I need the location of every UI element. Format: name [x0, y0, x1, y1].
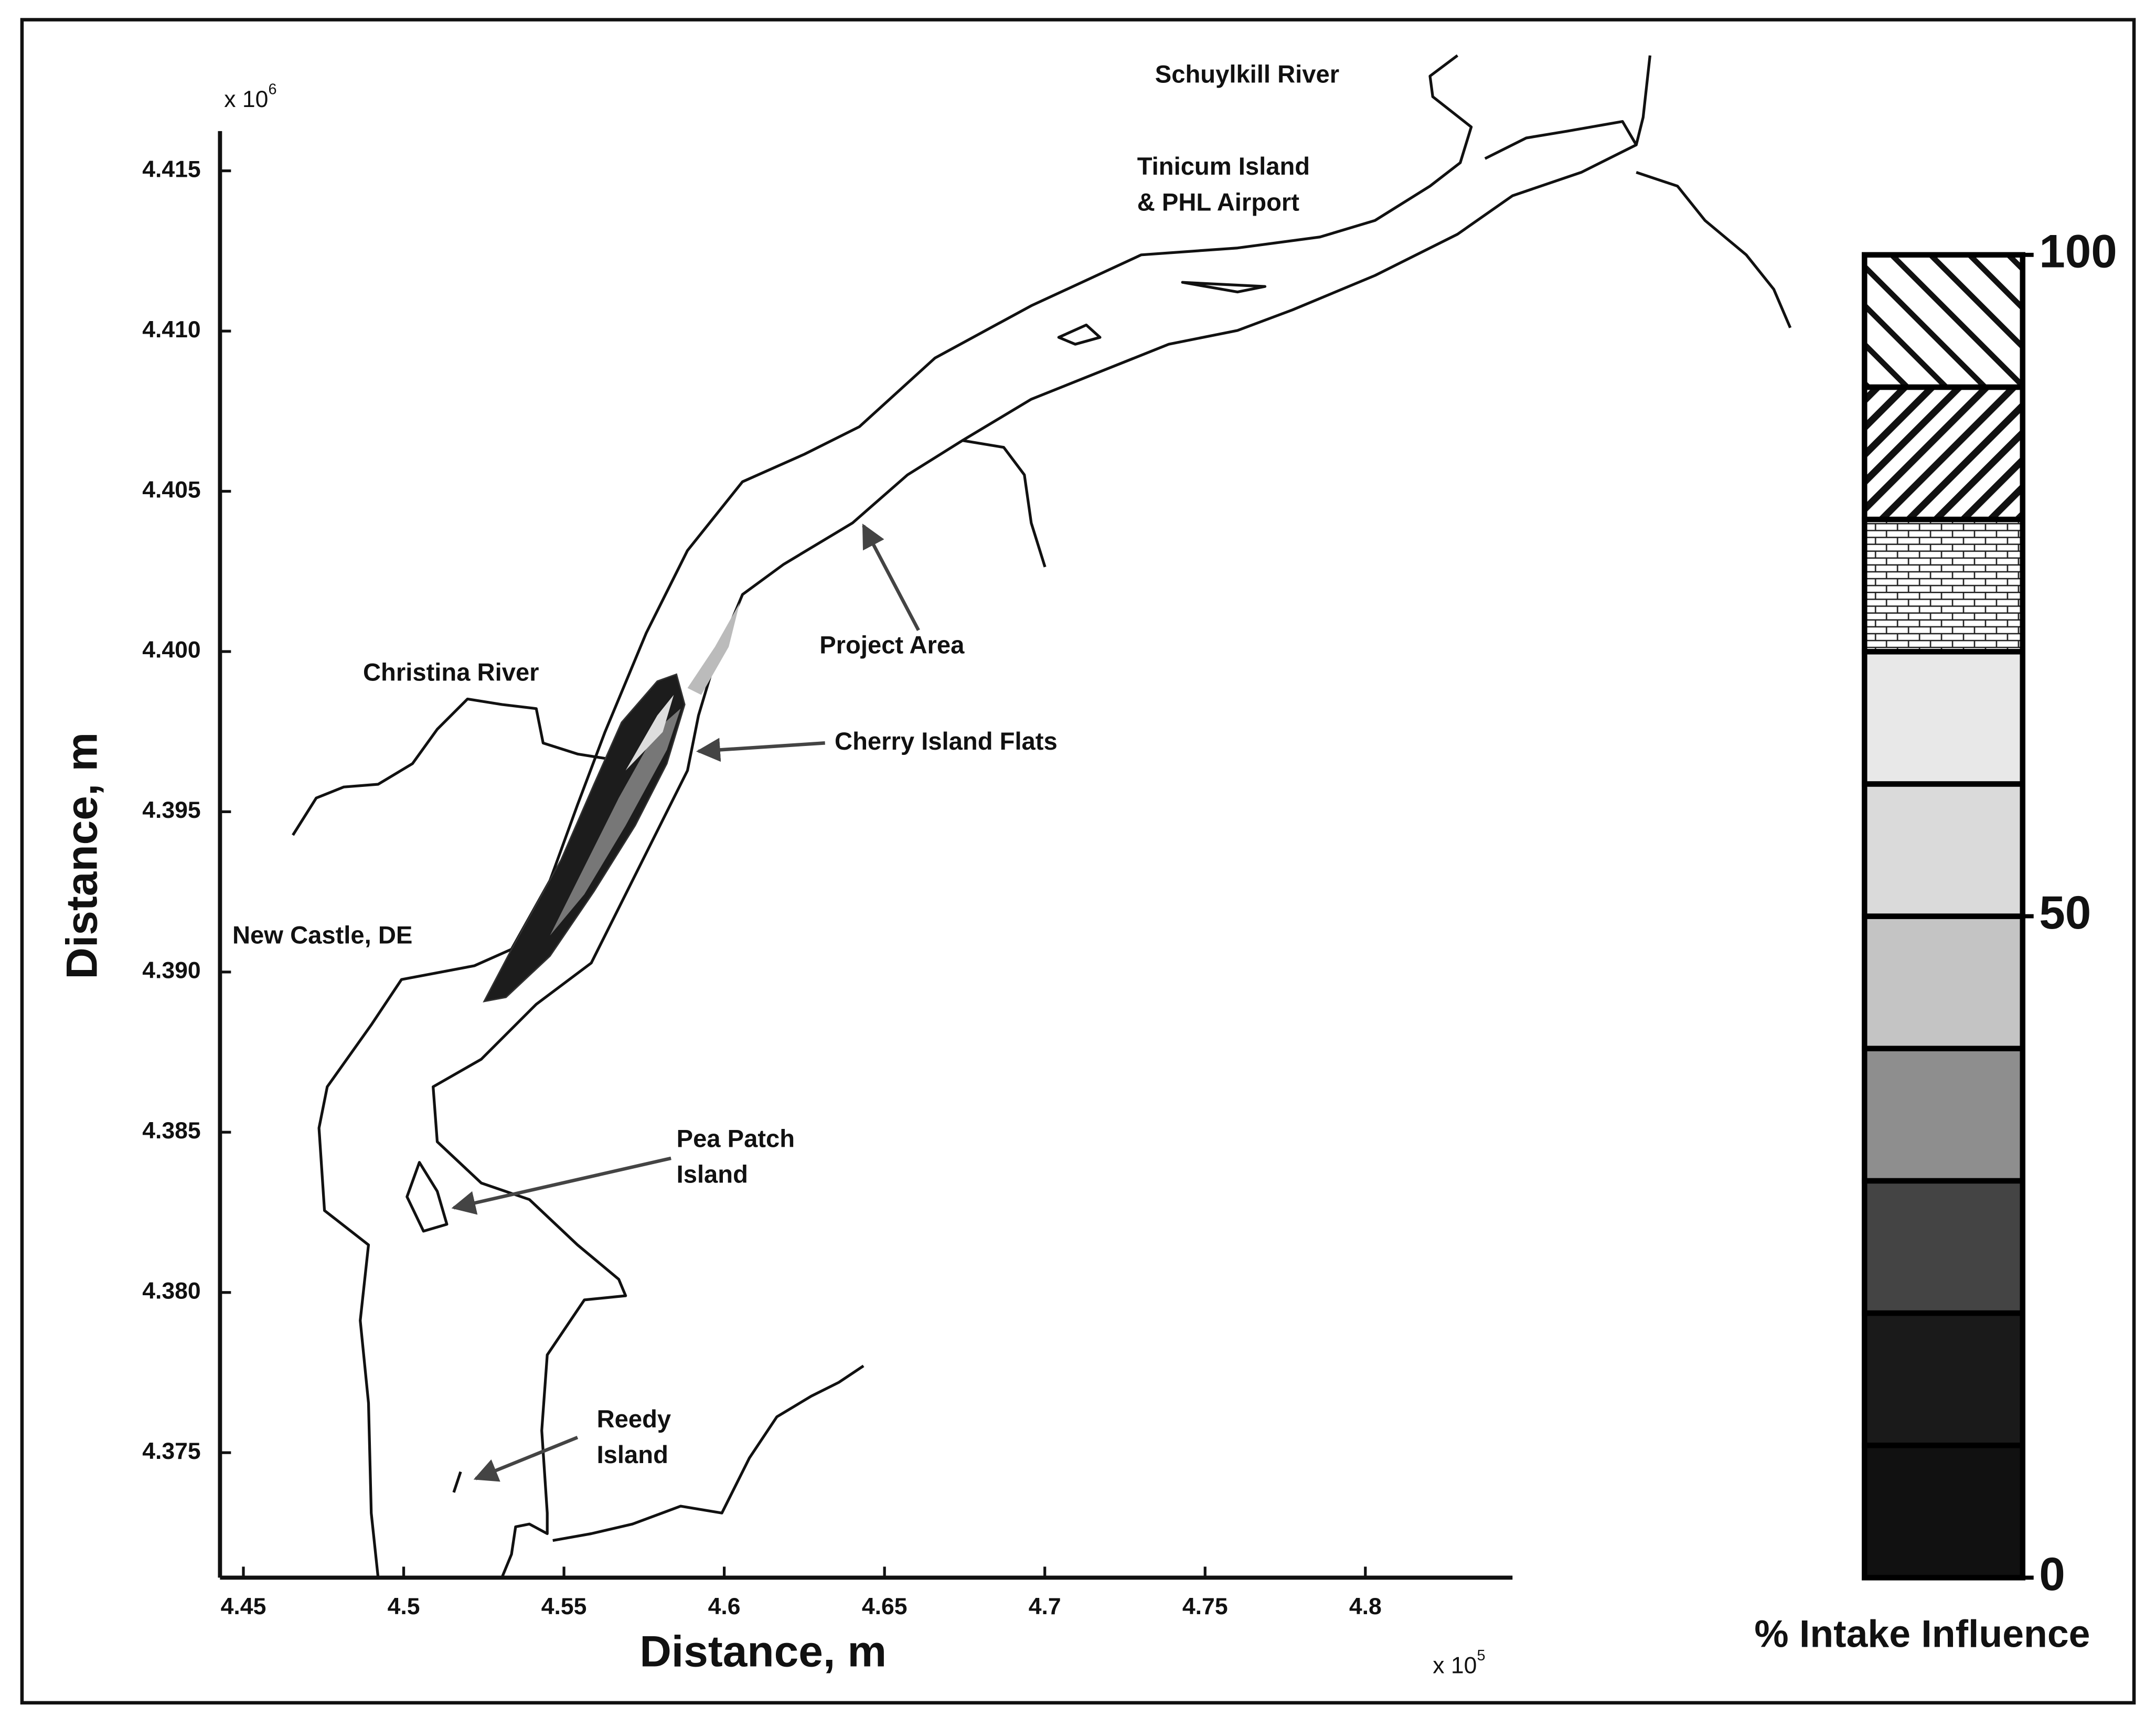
x-tick-label: 4.75	[1182, 1594, 1228, 1619]
y-tick-label: 4.390	[142, 958, 200, 984]
x-multiplier: x 105	[1433, 1647, 1485, 1678]
y-tick-label: 4.375	[142, 1438, 200, 1464]
colorbar-band	[1862, 252, 2025, 390]
annotation: Project Area	[819, 631, 965, 658]
x-tick-label: 4.5	[388, 1594, 420, 1619]
frame	[20, 18, 2136, 1705]
annotation: Island	[597, 1441, 668, 1468]
colorbar-band	[1862, 1178, 2025, 1316]
annotation: Schuylkill River	[1155, 60, 1339, 88]
annotation: New Castle, DE	[232, 921, 412, 948]
colorbar-band	[1862, 649, 2025, 787]
y-multiplier-base: x 10	[224, 87, 268, 112]
colorbar-band	[1862, 1046, 2025, 1184]
annotation: Cherry Island Flats	[835, 727, 1058, 755]
arrow	[862, 524, 920, 631]
annotation: Christina River	[363, 658, 539, 686]
annotation: Island	[677, 1160, 748, 1188]
colorbar-band	[1862, 516, 2025, 655]
colorbar-band	[1862, 781, 2025, 919]
colorbar-tick-label: 0	[2039, 1548, 2065, 1600]
arrow	[473, 1435, 579, 1482]
x-multiplier-exp: 5	[1477, 1647, 1485, 1663]
colorbar-band	[1862, 913, 2025, 1051]
y-tick-label: 4.400	[142, 637, 200, 663]
y-tick-label: 4.405	[142, 477, 200, 503]
y-tick-label: 4.410	[142, 317, 200, 343]
colorbar-band	[1862, 384, 2025, 522]
y-axis-title: Distance, m	[57, 732, 106, 979]
y-tick-label: 4.415	[142, 156, 200, 182]
x-tick-label: 4.6	[708, 1594, 741, 1619]
x-multiplier-base: x 10	[1433, 1653, 1477, 1679]
annotation: Pea Patch	[677, 1124, 795, 1152]
annotation: & PHL Airport	[1137, 188, 1300, 216]
colorbar-tick-label: 100	[2039, 225, 2117, 277]
y-multiplier-exp: 6	[268, 81, 276, 98]
annotation: Tinicum Island	[1137, 152, 1310, 180]
y-tick-label: 4.380	[142, 1278, 200, 1304]
x-tick-label: 4.65	[862, 1594, 908, 1619]
river-map	[292, 54, 1792, 1579]
colorbar-tick-label: 50	[2039, 886, 2091, 939]
x-tick-label: 4.55	[541, 1594, 587, 1619]
x-axis-title: Distance, m	[639, 1626, 887, 1676]
annotation-arrows	[451, 524, 920, 1482]
arrow	[451, 1156, 671, 1215]
colorbar-band	[1862, 1442, 2025, 1581]
y-tick-label: 4.395	[142, 797, 200, 823]
colorbar-band	[1862, 1310, 2025, 1448]
y-multiplier: x 106	[224, 81, 276, 112]
x-tick-label: 4.8	[1349, 1594, 1382, 1619]
arrow	[696, 738, 825, 762]
x-tick-label: 4.45	[221, 1594, 266, 1619]
x-tick-label: 4.7	[1029, 1594, 1061, 1619]
colorbar-title: % Intake Influence	[1754, 1612, 2090, 1655]
annotation: Reedy	[597, 1405, 671, 1433]
y-tick-label: 4.385	[142, 1118, 200, 1144]
